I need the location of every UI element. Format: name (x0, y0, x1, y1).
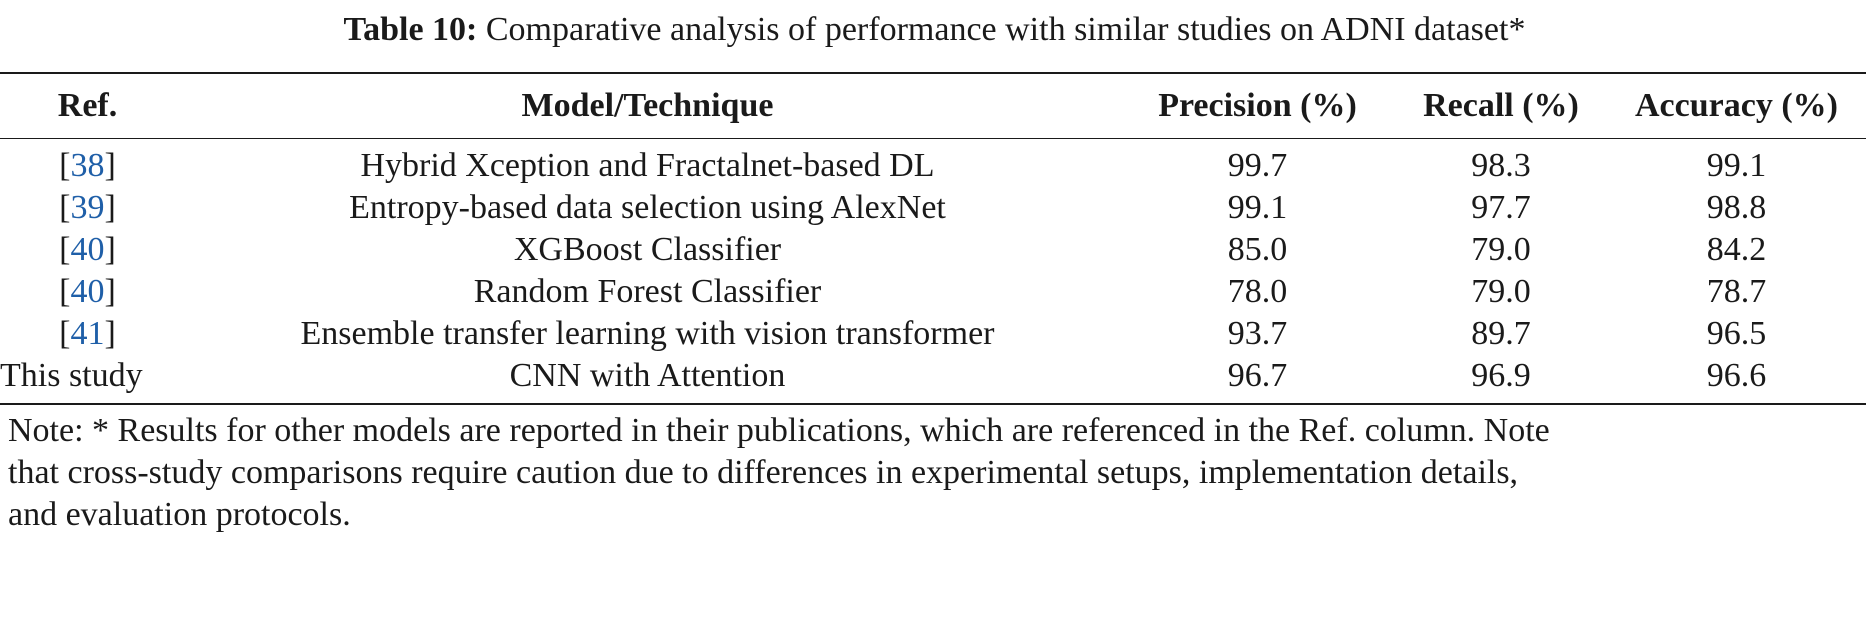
table-row: [41] Ensemble transfer learning with vis… (0, 313, 1866, 355)
accuracy-cell: 78.7 (1706, 273, 1767, 310)
accuracy-cell: 96.5 (1706, 315, 1767, 352)
model-cell: Random Forest Classifier (473, 273, 822, 310)
ref-cell: [41] (59, 315, 116, 352)
header-recall: Recall (%) (1423, 87, 1579, 124)
ref-cell-this-study: This study (0, 357, 143, 394)
comparison-table: Ref. Model/Technique Precision (%) Recal… (0, 72, 1866, 405)
table-row: [40] XGBoost Classifier 85.0 79.0 84.2 (0, 229, 1866, 271)
precision-cell: 96.7 (1227, 357, 1288, 394)
citation-link[interactable]: 40 (70, 273, 105, 310)
accuracy-cell: 98.8 (1706, 189, 1767, 226)
model-cell: Ensemble transfer learning with vision t… (300, 315, 995, 352)
model-cell: Entropy-based data selection using AlexN… (349, 189, 946, 226)
accuracy-cell: 84.2 (1706, 231, 1767, 268)
caption-label: Table 10: (343, 11, 478, 48)
table-note: Note: * Results for other models are rep… (8, 410, 1863, 536)
note-line-1: Note: * Results for other models are rep… (8, 412, 1550, 449)
recall-cell: 79.0 (1471, 231, 1531, 268)
accuracy-cell: 99.1 (1706, 147, 1767, 184)
model-cell: XGBoost Classifier (513, 231, 782, 268)
model-cell: CNN with Attention (509, 357, 786, 394)
header-model: Model/Technique (521, 87, 774, 124)
citation-link[interactable]: 40 (70, 231, 105, 268)
recall-cell: 97.7 (1471, 189, 1531, 226)
note-line-2: that cross-study comparisons require cau… (8, 454, 1519, 491)
ref-cell: [38] (59, 147, 116, 184)
recall-cell: 79.0 (1471, 273, 1531, 310)
table-row: [40] Random Forest Classifier 78.0 79.0 … (0, 271, 1866, 313)
precision-cell: 99.1 (1227, 189, 1288, 226)
ref-cell: [40] (59, 231, 116, 268)
caption-text: Comparative analysis of performance with… (485, 11, 1526, 48)
precision-cell: 78.0 (1227, 273, 1288, 310)
precision-cell: 85.0 (1227, 231, 1288, 268)
precision-cell: 93.7 (1227, 315, 1288, 352)
model-cell: Hybrid Xception and Fractalnet-based DL (360, 147, 935, 184)
recall-cell: 96.9 (1471, 357, 1531, 394)
recall-cell: 89.7 (1471, 315, 1531, 352)
header-ref: Ref. (57, 87, 118, 124)
header-accuracy: Accuracy (%) (1635, 87, 1838, 124)
table-caption: Table 10: Comparative analysis of perfor… (0, 10, 1869, 50)
recall-cell: 98.3 (1471, 147, 1531, 184)
ref-cell: [40] (59, 273, 116, 310)
citation-link[interactable]: 39 (70, 189, 105, 226)
citation-link[interactable]: 41 (70, 315, 105, 352)
citation-link[interactable]: 38 (70, 147, 105, 184)
table-row-this-study: This study CNN with Attention 96.7 96.9 … (0, 355, 1866, 404)
precision-cell: 99.7 (1227, 147, 1288, 184)
header-precision: Precision (%) (1158, 87, 1357, 124)
table-row: [38] Hybrid Xception and Fractalnet-base… (0, 139, 1866, 188)
ref-cell: [39] (59, 189, 116, 226)
table-row: [39] Entropy-based data selection using … (0, 187, 1866, 229)
table-header-row: Ref. Model/Technique Precision (%) Recal… (0, 73, 1866, 139)
comparison-table-container: Ref. Model/Technique Precision (%) Recal… (0, 72, 1866, 405)
accuracy-cell: 96.6 (1706, 357, 1767, 394)
note-line-3: and evaluation protocols. (8, 496, 351, 533)
